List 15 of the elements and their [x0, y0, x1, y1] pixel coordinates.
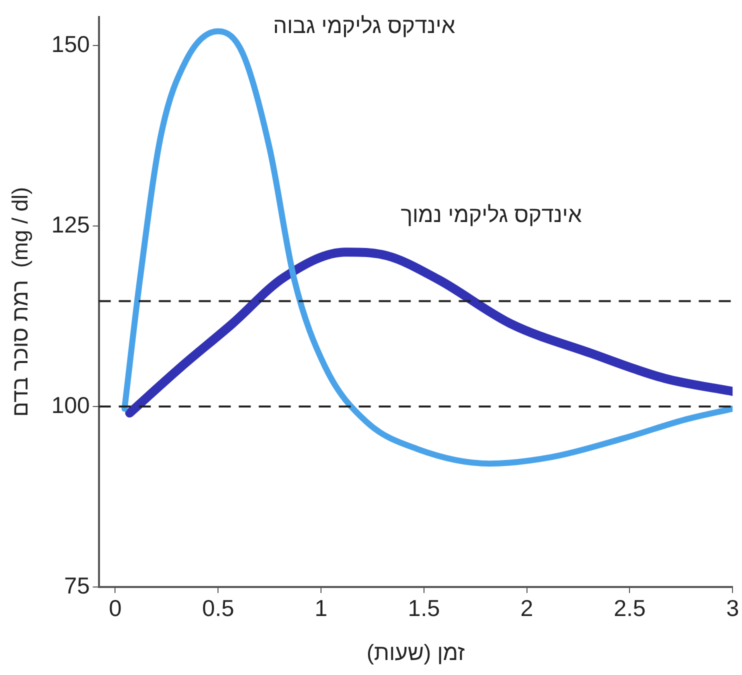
y-axis-title: רמת סוכר בדם (mg / dl) — [7, 187, 32, 417]
x-tick-label: 0 — [108, 595, 122, 622]
y-tick-label: 125 — [51, 211, 90, 238]
x-tick-label: 1.5 — [408, 595, 440, 622]
y-tick-label: 75 — [64, 572, 90, 598]
y-tick-label: 100 — [51, 392, 90, 418]
x-tick-label: 0.5 — [202, 595, 234, 622]
x-tick-label: 1 — [314, 595, 328, 622]
series-label: אינדקס גליקמי נמוך — [400, 202, 582, 228]
x-tick-label: 3 — [726, 595, 740, 622]
x-axis-title: זמן (שעות) — [366, 640, 465, 665]
x-tick-label: 2 — [520, 595, 534, 622]
y-tick-label: 150 — [51, 31, 90, 58]
x-tick-label: 2.5 — [614, 595, 646, 622]
series-label: אינדקס גליקמי גבוה — [273, 12, 456, 38]
